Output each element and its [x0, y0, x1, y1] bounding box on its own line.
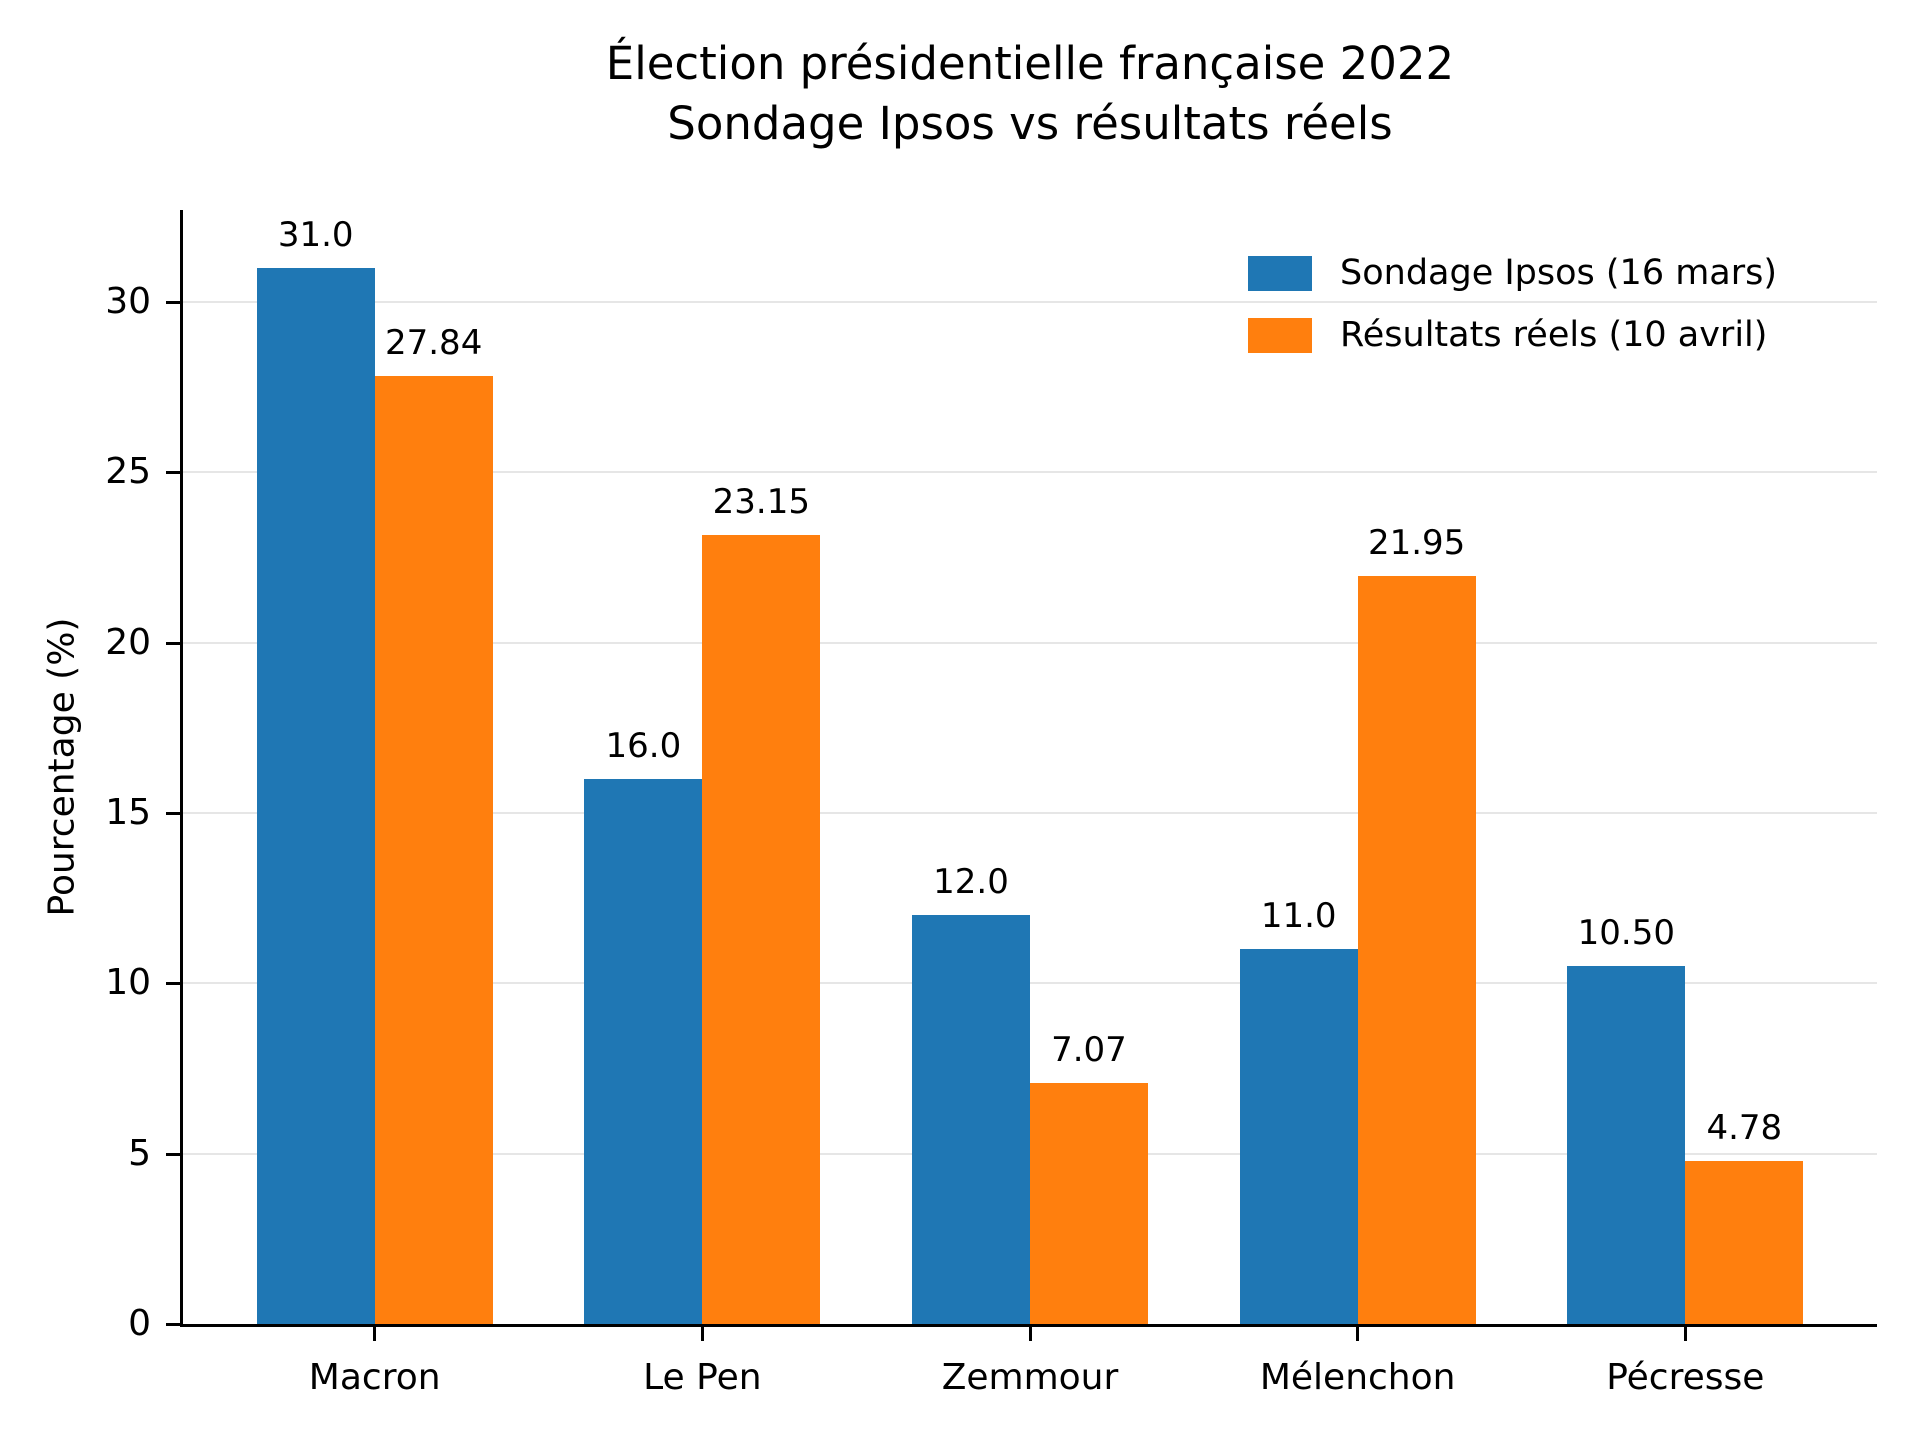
x-tick-mark-3 [1356, 1327, 1360, 1341]
plot-area: 31.0 16.0 12.0 11.0 10.50 27.84 23.15 7.07 21.95… [105, 210, 1877, 1398]
y-tick-mark-10 [166, 982, 180, 986]
bar-value-label: 23.15 [712, 482, 810, 523]
x-tick-label-zemmour: Zemmour [941, 1357, 1119, 1398]
legend-label-resultats: Résultats réels (10 avril) [1340, 315, 1768, 355]
legend-swatch-sondage [1248, 255, 1312, 291]
bar-value-label: 31.0 [277, 214, 354, 255]
y-tick-label-5: 5 [128, 1132, 151, 1174]
bar-value-label: 11.0 [1260, 896, 1337, 937]
chart-title-line1: Élection présidentielle française 2022 [605, 37, 1455, 90]
bar-value-label: 12.0 [933, 862, 1009, 903]
x-tick-label-pécresse: Pécresse [1606, 1357, 1765, 1398]
legend-item-resultats: Résultats réels (10 avril) [1248, 304, 1777, 366]
x-tick-label-macron: Macron [308, 1357, 441, 1398]
gridline-25 [183, 471, 1877, 474]
gridline-10 [183, 982, 1877, 985]
y-tick-label-10: 10 [105, 962, 151, 1004]
y-tick-label-25: 25 [105, 451, 151, 493]
bar-sondage-le-pen [584, 778, 703, 1324]
bar-sondage-mélenchon [1239, 949, 1358, 1324]
y-tick-mark-0 [166, 1323, 180, 1326]
chart-title-line2: Sondage Ipsos vs résultats réels [667, 97, 1393, 150]
bar-sondage-zemmour [912, 915, 1030, 1324]
chart-title: Élection présidentielle française 2022 S… [606, 34, 1454, 154]
y-tick-mark-15 [166, 811, 180, 815]
x-tick-mark-2 [1028, 1327, 1032, 1341]
bar-value-label: 4.78 [1706, 1108, 1783, 1149]
y-axis-line [180, 210, 183, 1327]
bar-sondage-pécresse [1567, 966, 1686, 1324]
bar-resultats-macron [374, 375, 493, 1324]
bar-value-label: 27.84 [384, 322, 483, 363]
y-tick-label-30: 30 [105, 280, 151, 322]
x-tick-mark-4 [1683, 1327, 1687, 1341]
bar-resultats-zemmour [1030, 1083, 1148, 1324]
legend-item-sondage: Sondage Ipsos (16 mars) [1248, 242, 1777, 304]
bar-value-label: 16.0 [605, 725, 682, 766]
y-tick-mark-5 [166, 1152, 180, 1156]
x-tick-label-le-pen: Le Pen [643, 1357, 762, 1398]
y-tick-mark-30 [166, 300, 180, 304]
y-tick-label-0: 0 [128, 1303, 151, 1344]
bar-value-label: 10.50 [1577, 913, 1675, 954]
x-tick-mark-1 [700, 1327, 704, 1341]
bar-resultats-mélenchon [1357, 576, 1476, 1324]
y-tick-label-15: 15 [105, 791, 151, 833]
legend: Sondage Ipsos (16 mars) Résultats réels … [1248, 242, 1777, 366]
bar-value-label: 7.07 [1051, 1030, 1127, 1071]
y-tick-mark-25 [166, 471, 180, 475]
gridline-20 [183, 641, 1877, 644]
y-tick-label-20: 20 [105, 621, 151, 663]
bar-resultats-le-pen [702, 535, 821, 1324]
x-tick-mark-0 [373, 1327, 377, 1341]
legend-label-sondage: Sondage Ipsos (16 mars) [1340, 253, 1778, 293]
x-axis-line [180, 1324, 1877, 1327]
gridline-15 [183, 811, 1877, 814]
bar-resultats-pécresse [1685, 1161, 1804, 1324]
bar-value-label: 21.95 [1367, 523, 1466, 564]
y-tick-mark-20 [166, 641, 180, 645]
bar-sondage-macron [256, 267, 375, 1324]
x-tick-label-mélenchon: Mélenchon [1259, 1357, 1456, 1398]
gridline-30 [183, 300, 1877, 303]
legend-swatch-resultats [1248, 317, 1312, 353]
